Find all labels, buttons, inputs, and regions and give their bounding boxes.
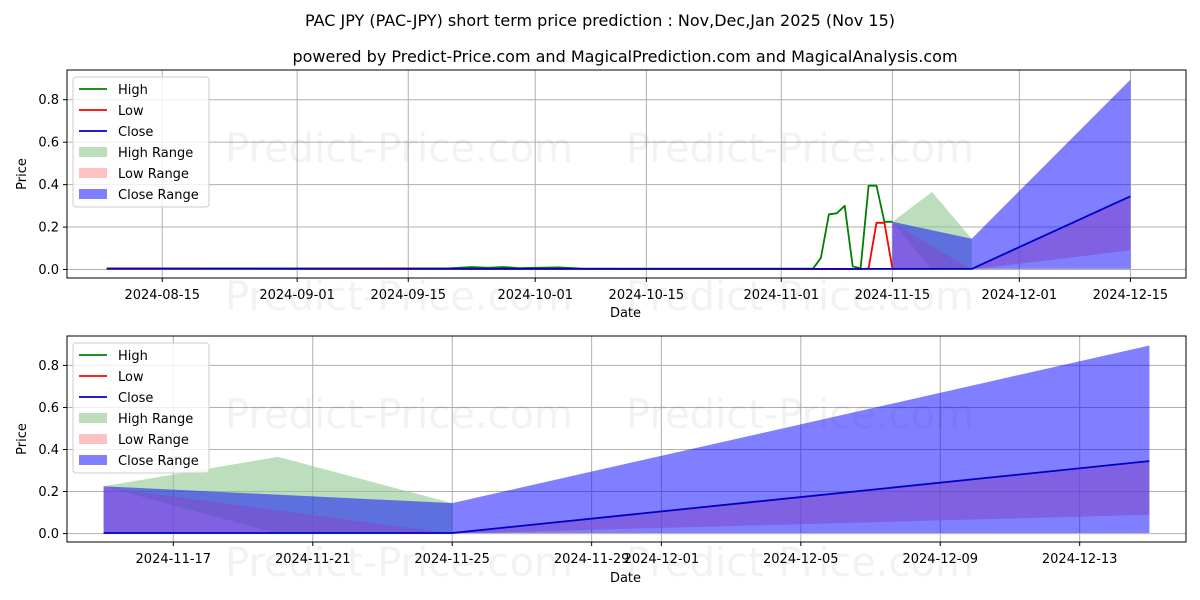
x-tick-label: 2024-11-25 — [414, 552, 490, 567]
y-axis-label: Price — [15, 158, 30, 190]
low-series-line — [106, 221, 894, 271]
legend-label: Low — [118, 370, 144, 385]
legend-label: High — [118, 349, 148, 364]
x-tick-label: 2024-10-01 — [497, 288, 573, 303]
x-tick-label: 2024-10-15 — [609, 288, 685, 303]
watermark-text: Predict-Price.com — [225, 540, 573, 586]
high-range-legend-swatch — [79, 147, 107, 157]
low-range-legend-swatch — [79, 434, 107, 444]
x-tick-label: 2024-08-15 — [124, 288, 200, 303]
top-chart-panel: Predict-Price.com Predict-Price.com Predic… — [15, 69, 1187, 321]
x-tick-label: 2024-09-01 — [259, 288, 335, 303]
y-tick-label: 0.0 — [38, 263, 59, 278]
plot-area — [103, 345, 1150, 534]
bottom-chart-panel: Predict-Price.com Predict-Price.com Predic… — [15, 335, 1187, 586]
legend-label: High — [118, 83, 148, 98]
legend-label: Close — [118, 125, 153, 140]
x-tick-label: 2024-12-15 — [1093, 288, 1169, 303]
legend: High Low Close High Range Low Range Close Ran… — [72, 342, 210, 474]
close-series-line — [106, 195, 1131, 270]
y-tick-label: 0.4 — [38, 178, 59, 193]
x-tick-label: 2024-11-15 — [855, 288, 931, 303]
x-axis-label: Date — [610, 306, 641, 321]
axes-frame — [66, 69, 1187, 279]
y-tick-label: 0.4 — [38, 443, 59, 458]
close-range-band — [892, 79, 1131, 269]
legend-label: High Range — [118, 146, 193, 161]
x-tick-label: 2024-09-15 — [370, 288, 446, 303]
close-range-legend-swatch — [79, 189, 107, 199]
legend-label: Low — [118, 104, 144, 119]
watermark-text: Predict-Price.com — [225, 274, 573, 320]
x-tick-label: 2024-11-17 — [136, 552, 212, 567]
legend-label: High Range — [118, 412, 193, 427]
watermark-text: Predict-Price.com — [626, 274, 974, 320]
plot-area — [106, 79, 1131, 271]
y-tick-label: 0.0 — [38, 527, 59, 542]
x-tick-label: 2024-12-01 — [624, 552, 700, 567]
legend-label: Close Range — [118, 188, 199, 203]
x-tick-label: 2024-11-01 — [743, 288, 819, 303]
x-tick-label: 2024-12-13 — [1042, 552, 1118, 567]
x-tick-label: 2024-11-21 — [275, 552, 351, 567]
y-tick-label: 0.6 — [38, 401, 59, 416]
close-range-legend-swatch — [79, 455, 107, 465]
watermark-text: Predict-Price.com — [626, 126, 974, 172]
low-range-legend-swatch — [79, 168, 107, 178]
legend-label: Close Range — [118, 454, 199, 469]
x-tick-label: 2024-12-05 — [763, 552, 839, 567]
watermark-text: Predict-Price.com — [626, 540, 974, 586]
legend-label: Low Range — [118, 433, 189, 448]
close-range-band — [103, 345, 1150, 533]
close-series-line — [103, 460, 1150, 534]
y-tick-label: 0.8 — [38, 359, 59, 374]
high-range-legend-swatch — [79, 413, 107, 423]
x-tick-label: 2024-12-01 — [982, 288, 1058, 303]
x-tick-label: 2024-11-29 — [554, 552, 630, 567]
x-axis-label: Date — [610, 571, 641, 586]
y-tick-label: 0.6 — [38, 136, 59, 151]
y-tick-label: 0.2 — [38, 485, 59, 500]
y-tick-label: 0.2 — [38, 221, 59, 236]
y-axis-label: Price — [15, 423, 30, 455]
x-tick-label: 2024-12-09 — [902, 552, 978, 567]
y-tick-label: 0.8 — [38, 93, 59, 108]
chart-title: PAC JPY (PAC-JPY) short term price predi… — [305, 11, 895, 30]
chart-subtitle: powered by Predict-Price.com and Magical… — [292, 47, 957, 66]
legend: High Low Close High Range Low Range Close Ran… — [72, 76, 210, 208]
watermark-text: Predict-Price.com — [225, 126, 573, 172]
legend-label: Close — [118, 391, 153, 406]
legend-label: Low Range — [118, 167, 189, 182]
axes-frame — [66, 335, 1187, 543]
watermark-text: Predict-Price.com — [225, 392, 573, 438]
